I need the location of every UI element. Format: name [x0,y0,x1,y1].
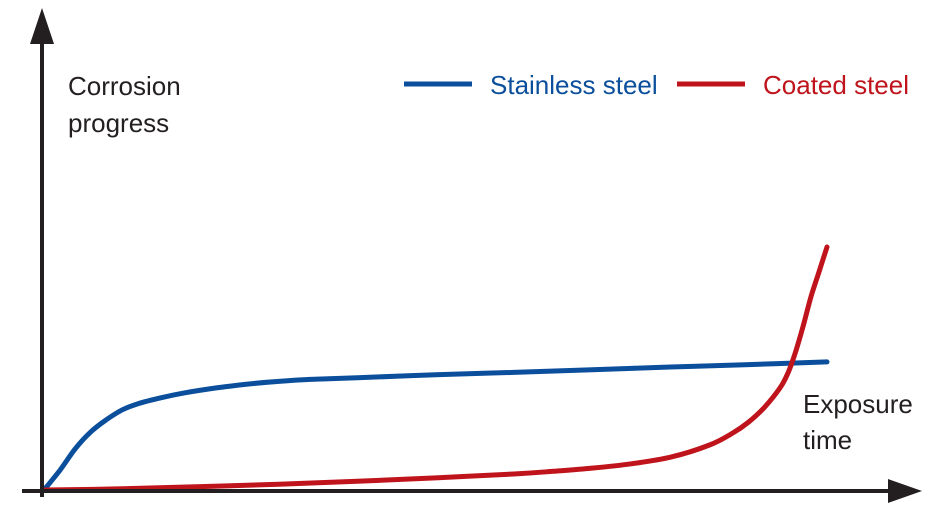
y-axis-label-line-2: progress [68,108,169,138]
y-axis-label: Corrosion progress [68,71,188,138]
y-axis-label-line-1: Corrosion [68,71,181,101]
legend-label-stainless-steel: Stainless steel [490,70,658,100]
x-axis-label-line-1: Exposure [803,389,913,419]
x-axis-label-line-2: time [803,425,852,455]
x-axis-label: Exposure time [803,389,920,455]
coated-steel-curve [41,244,830,493]
x-axis-arrowhead [888,479,922,503]
legend-label-coated-steel: Coated steel [763,70,909,100]
stainless-steel-curve [41,359,830,493]
y-axis-arrowhead [30,8,54,44]
legend: Stainless steel Coated steel [404,70,909,100]
